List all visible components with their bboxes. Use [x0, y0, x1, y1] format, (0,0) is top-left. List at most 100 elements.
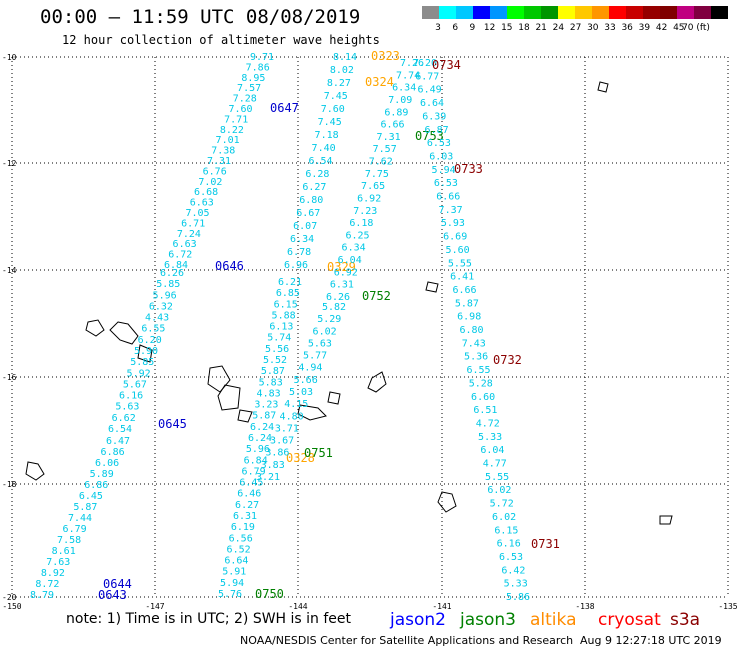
legend-swatch — [558, 6, 575, 19]
wave-height-value: 7.65 — [361, 181, 385, 192]
wave-height-value: 6.87 — [425, 125, 449, 136]
y-axis-label: -20 — [2, 593, 17, 602]
wave-height-value: 5.86 — [506, 592, 530, 603]
wave-height-value: 7.31 — [207, 156, 231, 167]
pass-time-label: 0750 — [255, 587, 284, 601]
wave-height-value: 6.39 — [422, 111, 446, 122]
wave-height-value: 6.79 — [63, 524, 87, 535]
wave-height-value: 6.25 — [345, 230, 369, 241]
wave-height-value: 6.03 — [429, 151, 453, 162]
legend-swatch — [643, 6, 660, 19]
wave-height-value: 7.18 — [315, 130, 339, 141]
pass-time-label: 0645 — [158, 417, 187, 431]
island-outline — [109, 321, 139, 345]
wave-height-value: 8.22 — [220, 125, 244, 136]
wave-height-value: 6.19 — [231, 522, 255, 533]
wave-height-value: 5.63 — [115, 402, 139, 413]
wave-height-value: 6.66 — [436, 192, 460, 203]
wave-height-value: 6.52 — [227, 544, 251, 555]
legend-swatch — [660, 6, 677, 19]
wave-height-value: 6.64 — [224, 556, 248, 567]
legend-swatch — [507, 6, 524, 19]
wave-height-value: 7.24 — [177, 229, 201, 240]
legend-tick-label: 21 — [535, 23, 547, 33]
wave-height-value: 5.96 — [153, 290, 177, 301]
wave-height-value: 8.92 — [41, 568, 65, 579]
x-axis-label: -144 — [288, 602, 307, 611]
wave-height-value: 5.89 — [90, 469, 114, 480]
wave-height-value: 6.02 — [487, 485, 511, 496]
y-axis-label: -14 — [2, 266, 17, 275]
pass-time-label: 0643 — [98, 588, 127, 602]
wave-height-value: 6.56 — [229, 533, 253, 544]
wave-height-value: 5.28 — [469, 378, 493, 389]
pass-time-label: 0753 — [415, 129, 444, 143]
wave-height-value: 6.54 — [308, 156, 332, 167]
wave-height-value: 6.24 — [248, 433, 272, 444]
legend-swatch — [456, 6, 473, 19]
island-outline — [659, 515, 673, 525]
wave-height-value: 5.92 — [127, 368, 151, 379]
wave-height-value: 6.77 — [415, 71, 439, 82]
wave-height-value: 5.85 — [156, 279, 180, 290]
island-outline — [25, 461, 45, 481]
x-axis-label: -141 — [432, 602, 451, 611]
wave-height-value: 6.27 — [302, 182, 326, 193]
wave-height-value: 6.31 — [233, 511, 257, 522]
wave-height-value: 5.76 — [218, 589, 242, 600]
island-outline — [137, 344, 153, 363]
wave-height-value: 4.94 — [298, 363, 322, 374]
wave-height-value: 7.57 — [237, 83, 261, 94]
x-axis-label: -135 — [718, 602, 737, 611]
wave-height-value: 6.15 — [494, 525, 518, 536]
legend-swatch — [677, 6, 694, 19]
wave-height-value: 6.16 — [497, 539, 521, 550]
pass-time-label: 0323 — [371, 49, 400, 63]
wave-height-value: 7.74 — [396, 70, 420, 81]
wave-height-value: 6.67 — [296, 208, 320, 219]
wave-height-value: 5.85 — [130, 357, 154, 368]
wave-height-value: 6.79 — [242, 466, 266, 477]
wave-height-value: 6.04 — [480, 445, 504, 456]
wave-height-value: 7.43 — [462, 338, 486, 349]
wave-height-value: 6.53 — [434, 178, 458, 189]
island-outline — [297, 404, 327, 421]
wave-height-value: 6.66 — [452, 285, 476, 296]
legend-tick-label: 15 — [501, 23, 513, 33]
wave-height-value: 5.91 — [222, 567, 246, 578]
footer-note: note: 1) Time is in UTC; 2) SWH is in fe… — [66, 611, 352, 627]
legend-tick-label: 3 — [435, 23, 441, 33]
legend-tick-label: 18 — [518, 23, 530, 33]
legend-swatch — [609, 6, 626, 19]
wave-height-value: 6.28 — [305, 169, 329, 180]
footer-timestamp: Aug 9 12:27:18 UTC 2019 — [580, 634, 722, 647]
wave-height-value: 6.47 — [106, 436, 130, 447]
wave-height-value: 5.36 — [464, 352, 488, 363]
legend-jason2: jason2 — [390, 610, 446, 630]
legend-tick-label: 36 — [621, 23, 633, 33]
wave-height-value: 8.14 — [333, 52, 357, 63]
wave-height-value: 5.29 — [317, 314, 341, 325]
y-axis-label: -12 — [2, 159, 17, 168]
pass-time-label: 0646 — [215, 259, 244, 273]
wave-height-value: 6.71 — [181, 218, 205, 229]
legend-tick-label: 27 — [569, 23, 582, 33]
legend-swatch — [592, 6, 609, 19]
legend-swatch — [439, 6, 456, 19]
wave-height-value: 6.16 — [119, 391, 143, 402]
wave-height-value: 7.40 — [312, 143, 336, 154]
wave-height-value: 6.46 — [237, 489, 261, 500]
wave-height-value: 4.15 — [284, 399, 308, 410]
wave-height-value: 5.90 — [134, 346, 158, 357]
wave-height-value: 6.98 — [457, 312, 481, 323]
legend-tick-label: 39 — [638, 23, 651, 33]
wave-height-value: 6.55 — [466, 365, 490, 376]
legend-swatch — [711, 6, 728, 19]
legend-altika: altika — [530, 610, 577, 630]
wave-height-value: 6.55 — [141, 324, 165, 335]
wave-height-value: 6.02 — [313, 326, 337, 337]
wave-height-value: 6.21 — [278, 277, 302, 288]
wave-height-value: 7.01 — [216, 135, 240, 146]
wave-height-value: 5.87 — [455, 298, 479, 309]
